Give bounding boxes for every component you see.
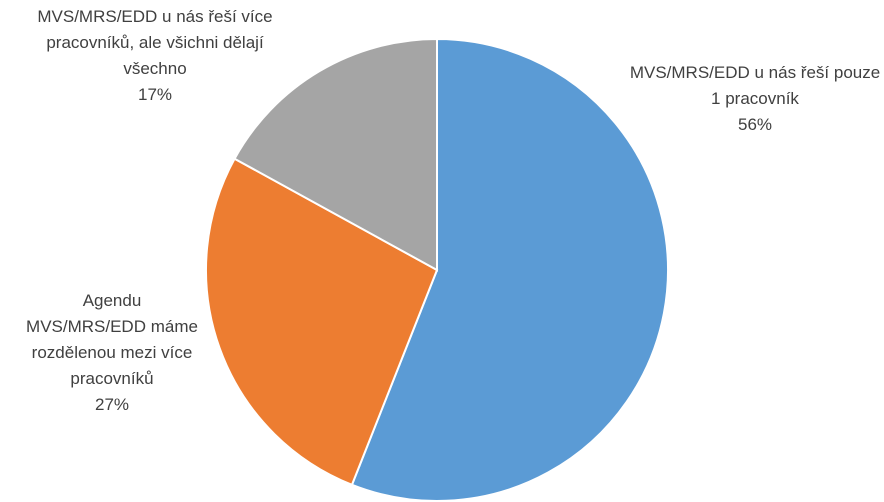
- value-label: 56%: [737, 115, 773, 134]
- category-label: MVS/MRS/EDD u nás řeší více pracovníků, …: [37, 7, 273, 78]
- category-label: MVS/MRS/EDD u nás řeší pouze 1 pracovník: [629, 63, 881, 108]
- pie-slice: [350, 37, 670, 502]
- slice-label: Agendu MVS/MRS/EDD máme rozdělenou mezi …: [22, 288, 202, 418]
- slice-label: MVS/MRS/EDD u nás řeší pouze 1 pracovník…: [625, 60, 884, 138]
- slice-label: MVS/MRS/EDD u nás řeší více pracovníků, …: [30, 4, 280, 108]
- category-label: Agendu MVS/MRS/EDD máme rozdělenou mezi …: [26, 291, 198, 388]
- pie-slice: [233, 37, 438, 272]
- value-label: 27%: [94, 395, 130, 414]
- pie-slice: [205, 157, 439, 487]
- value-label: 17%: [137, 85, 173, 104]
